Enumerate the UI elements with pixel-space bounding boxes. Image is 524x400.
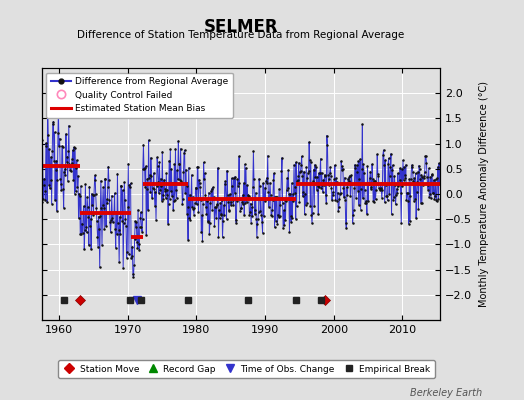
Text: Difference of Station Temperature Data from Regional Average: Difference of Station Temperature Data f… bbox=[78, 30, 405, 40]
Text: Berkeley Earth: Berkeley Earth bbox=[410, 388, 482, 398]
Y-axis label: Monthly Temperature Anomaly Difference (°C): Monthly Temperature Anomaly Difference (… bbox=[479, 81, 489, 307]
Legend: Station Move, Record Gap, Time of Obs. Change, Empirical Break: Station Move, Record Gap, Time of Obs. C… bbox=[58, 360, 435, 378]
Text: SELMER: SELMER bbox=[204, 18, 278, 36]
Legend: Difference from Regional Average, Quality Control Failed, Estimated Station Mean: Difference from Regional Average, Qualit… bbox=[47, 72, 233, 118]
